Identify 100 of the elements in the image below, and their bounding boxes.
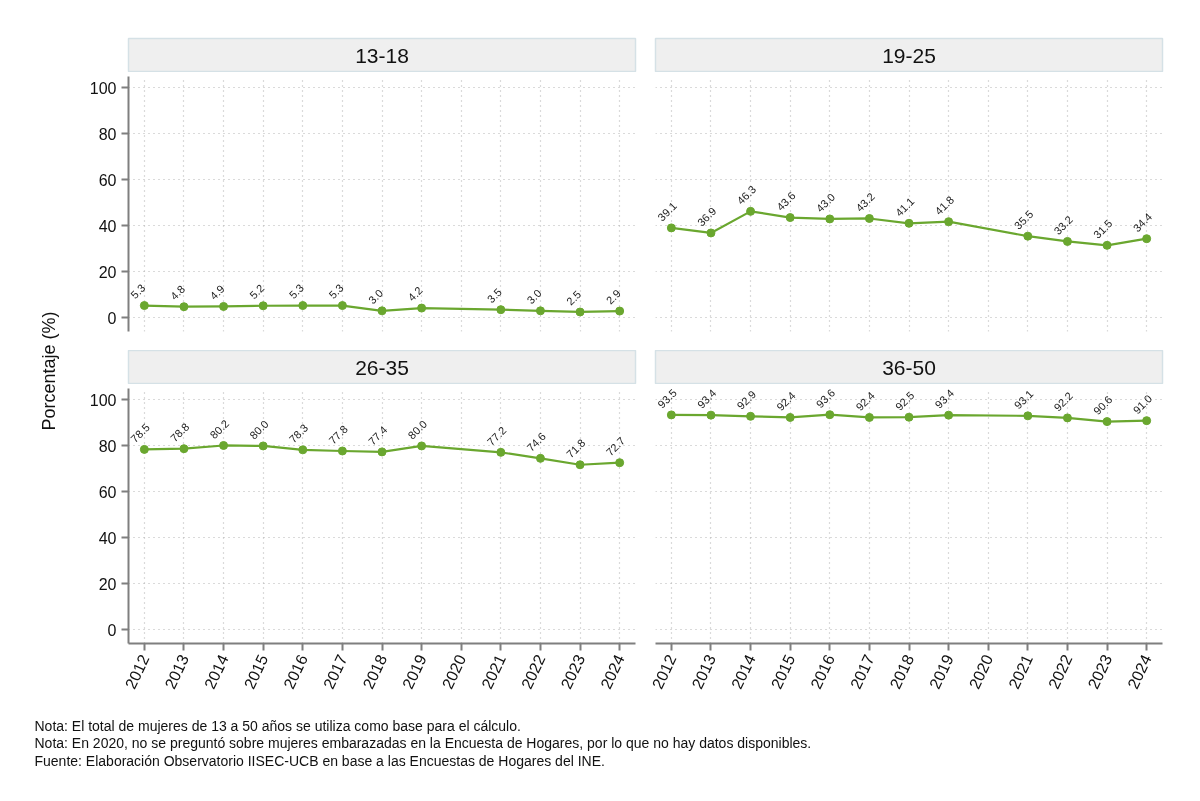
y-tick-label: 20 (98, 575, 117, 593)
text: Nota: En 2020, no se preguntó sobre mujeres embarazadas en la Encuesta de Hogares, por lo que no hay datos disponibles. (34, 735, 812, 751)
data-label: 43.0 (813, 190, 838, 215)
point (785, 412, 795, 422)
x-tick-label: 2019 (926, 651, 957, 692)
data-label: 43.2 (853, 190, 877, 214)
point (864, 213, 874, 223)
point (944, 410, 954, 420)
data-label: 43.6 (774, 189, 798, 213)
data-label: 78.3 (286, 421, 311, 446)
point (1062, 236, 1072, 246)
x-tick-label: 2014 (728, 651, 759, 692)
y-tick-label: 0 (107, 621, 117, 639)
data-label: 72.7 (603, 434, 628, 459)
point (219, 440, 229, 450)
data-label: 41.8 (932, 193, 957, 218)
point (666, 410, 676, 420)
x-tick-label: 2023 (557, 651, 589, 692)
point (1142, 416, 1152, 426)
data-label: 4.8 (167, 282, 188, 303)
y-axis-title: Porcentaje (%) (38, 311, 59, 431)
point (904, 412, 914, 422)
x-tick-label: 2017 (846, 651, 878, 692)
x-tick-label: 2021 (478, 651, 510, 692)
data-label: 5.3 (286, 281, 307, 301)
point (706, 410, 716, 420)
point (825, 214, 835, 224)
y-tick-label: 100 (89, 79, 117, 97)
x-tick-label: 2014 (201, 651, 232, 692)
x-tick-label: 2022 (1045, 651, 1076, 692)
x-tick-label: 2017 (319, 651, 351, 692)
point (139, 444, 149, 454)
point (179, 444, 189, 454)
x-tick-label: 2020 (965, 651, 997, 692)
y-tick-label: 20 (98, 263, 117, 281)
y-tick-label: 80 (98, 125, 117, 143)
data-label: 80.0 (405, 417, 430, 442)
text: Nota: El total de mujeres de 13 a 50 años se utiliza como base para el cálculo. (34, 717, 521, 734)
y-tick-label: 0 (107, 309, 117, 327)
point (825, 410, 835, 420)
x-tick-label: 2024 (1124, 651, 1155, 692)
point (535, 453, 545, 463)
data-label: 41.1 (892, 195, 917, 219)
y-tick-label: 60 (98, 483, 117, 501)
data-label: 92.9 (734, 388, 759, 412)
point (1062, 413, 1072, 423)
point (298, 445, 308, 455)
data-label: 5.3 (326, 281, 346, 301)
chart-title: 19-25 (882, 43, 936, 67)
data-label: 4.2 (405, 284, 425, 304)
y-tick-label: 80 (98, 437, 117, 455)
chart-title: 36-50 (882, 355, 936, 379)
point (258, 441, 268, 451)
x-tick-label: 2016 (807, 651, 838, 692)
point (746, 206, 756, 216)
point (575, 460, 585, 470)
data-label: 4.9 (207, 282, 227, 302)
data-label: 2.5 (563, 288, 584, 308)
point (904, 218, 914, 228)
point (944, 217, 954, 227)
data-label: 80.0 (247, 417, 271, 442)
point (666, 223, 676, 233)
x-tick-label: 2023 (1084, 651, 1116, 692)
x-tick-label: 2019 (399, 651, 430, 692)
point (377, 447, 387, 457)
data-label: 3.0 (524, 286, 544, 307)
x-tick-label: 2021 (1005, 651, 1037, 692)
point (746, 411, 756, 421)
y-tick-label: 40 (98, 529, 117, 547)
data-label: 74.6 (524, 430, 548, 454)
x-tick-label: 2013 (688, 651, 720, 692)
point (1023, 231, 1033, 241)
x-tick-label: 2024 (597, 651, 628, 692)
point (1102, 417, 1112, 427)
y-tick-label: 40 (98, 217, 117, 235)
point (417, 441, 427, 451)
x-tick-label: 2012 (121, 651, 153, 692)
data-label: 71.8 (563, 436, 588, 461)
x-tick-label: 2015 (767, 651, 799, 692)
x-tick-label: 2020 (438, 651, 470, 692)
x-tick-label: 2018 (886, 651, 918, 692)
data-label: 5.3 (128, 281, 148, 301)
point (1023, 411, 1033, 421)
data-label: 5.2 (247, 281, 267, 302)
data-label: 39.1 (655, 199, 679, 224)
data-label: 78.8 (167, 420, 192, 445)
data-label: 46.3 (734, 183, 759, 207)
point (864, 412, 874, 422)
point (1142, 234, 1152, 244)
point (615, 458, 625, 468)
x-tick-label: 2016 (280, 651, 311, 692)
chart-title: 13-18 (355, 43, 409, 67)
data-label: 77.2 (484, 424, 509, 448)
x-tick-label: 2013 (161, 651, 193, 692)
chart-title: 26-35 (355, 355, 409, 379)
point (496, 447, 506, 457)
source-note: Fuente: Elaboración Observatorio IISEC-UCB en base a las Encuestas de Hogares del INE. (34, 752, 605, 769)
data-label: 2.9 (603, 287, 623, 307)
data-label: 93.1 (1011, 387, 1036, 412)
point (785, 213, 795, 223)
